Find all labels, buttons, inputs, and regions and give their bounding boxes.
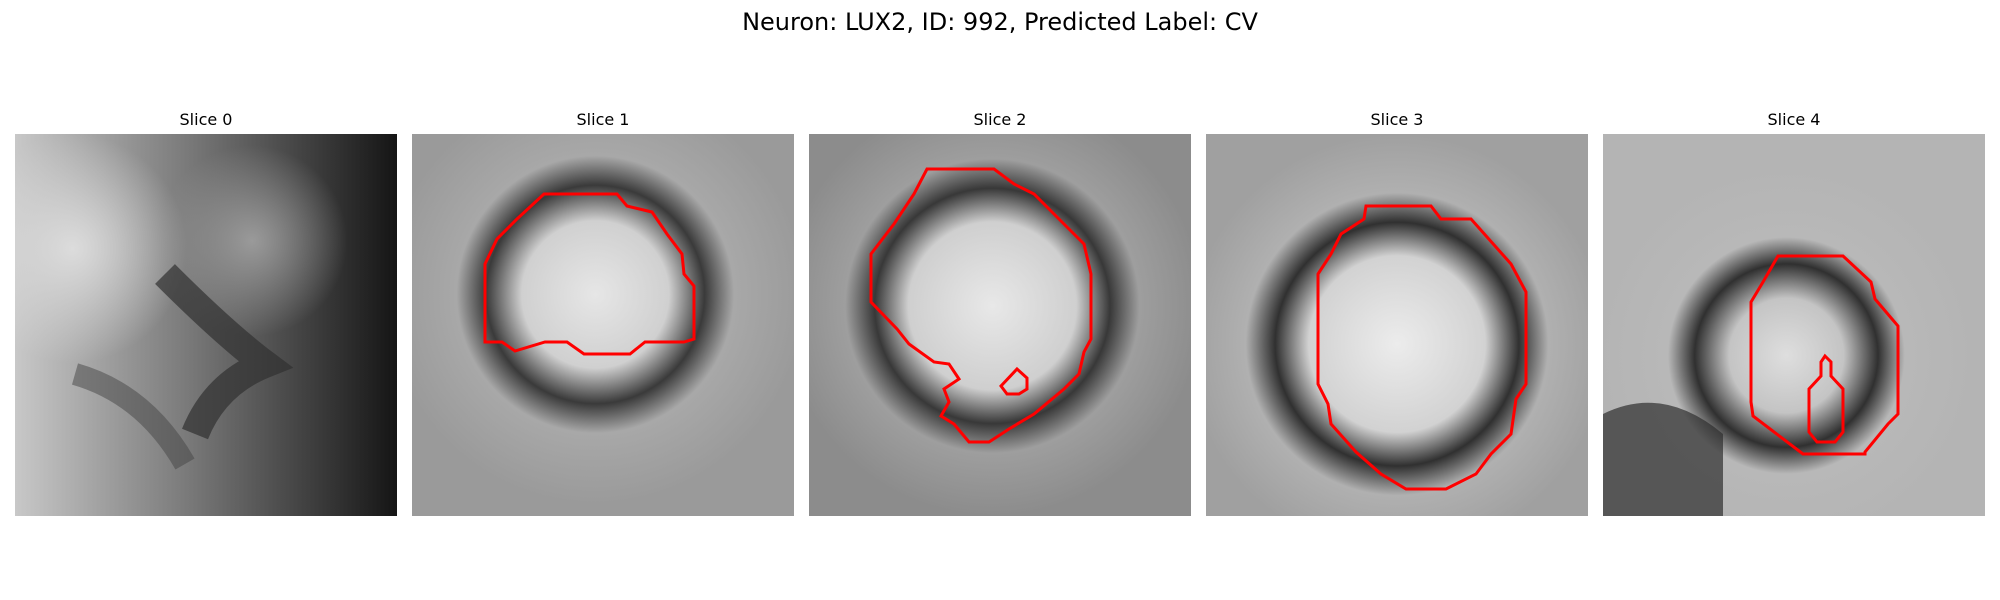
slice-panel-4: Slice 4 [1603, 110, 1985, 516]
contour-inner [1807, 353, 1845, 444]
slice-panel-0: Slice 0 [15, 110, 397, 516]
slice-title: Slice 2 [973, 110, 1027, 129]
slice-panel-2: Slice 2 [809, 110, 1191, 516]
slice-title: Slice 0 [179, 110, 233, 129]
slice-image [412, 134, 794, 516]
slice-image [15, 134, 397, 516]
slice-panel-3: Slice 3 [1206, 110, 1588, 516]
figure-title: Neuron: LUX2, ID: 992, Predicted Label: … [742, 8, 1258, 36]
slice-panel-1: Slice 1 [412, 110, 794, 516]
contour-outline [1749, 254, 1900, 456]
slice-title: Slice 4 [1767, 110, 1821, 129]
slice-image [1603, 134, 1985, 516]
slice-title: Slice 3 [1370, 110, 1424, 129]
slice-title: Slice 1 [576, 110, 630, 129]
slice-image [809, 134, 1191, 516]
contour-outline [483, 192, 696, 356]
contour-outline [869, 167, 1093, 444]
contour-inner [999, 366, 1029, 396]
contour-outline [1316, 204, 1528, 491]
slice-image [1206, 134, 1588, 516]
